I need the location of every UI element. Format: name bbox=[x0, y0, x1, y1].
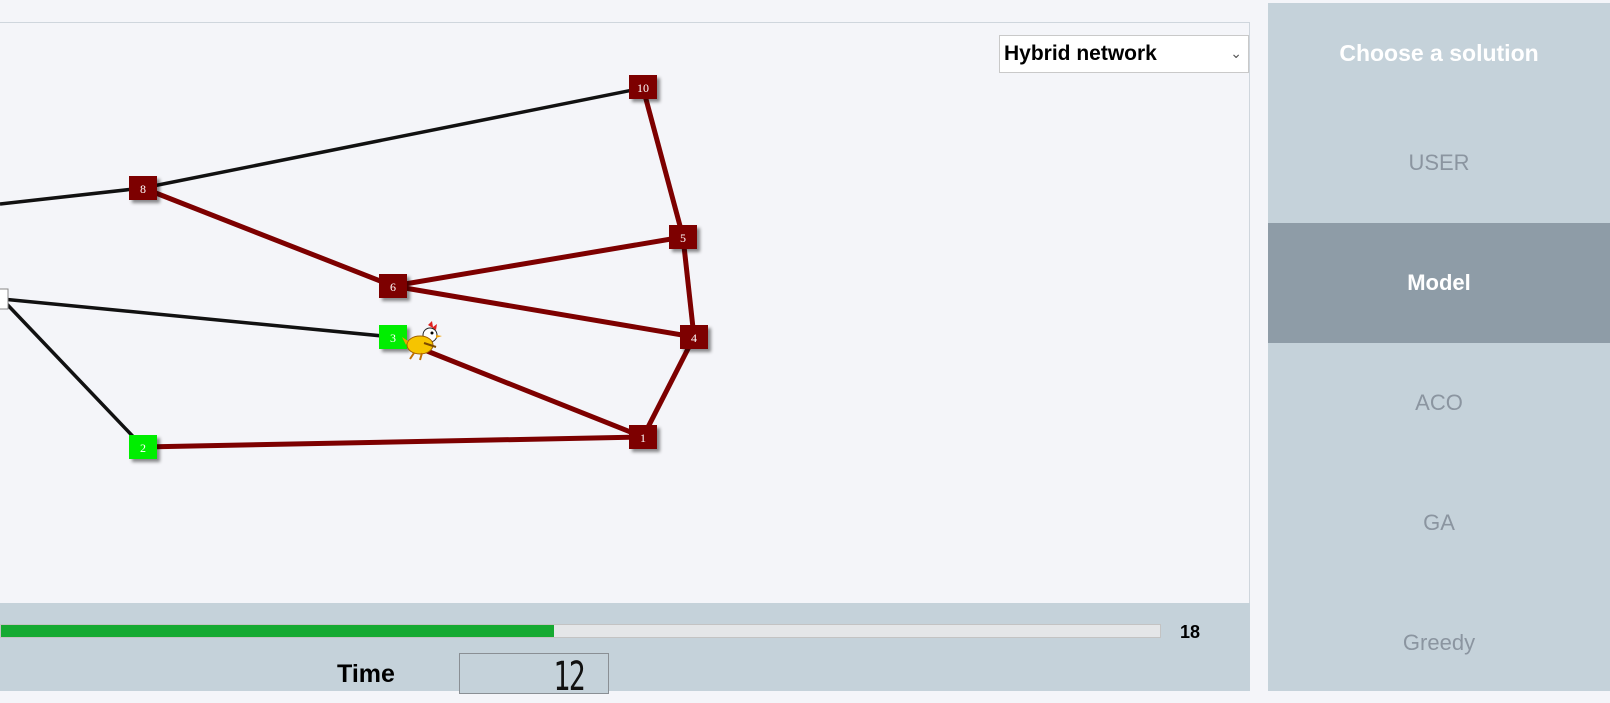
node-5[interactable]: 5 bbox=[669, 225, 697, 249]
edge-8-6 bbox=[142, 185, 394, 289]
sidebar-item-label: USER bbox=[1408, 150, 1470, 175]
node-6-label: 6 bbox=[390, 280, 396, 294]
sidebar-item-greedy[interactable]: Greedy bbox=[1268, 583, 1610, 703]
edge-3-1 bbox=[421, 346, 644, 440]
node-3[interactable]: 3 bbox=[379, 325, 407, 349]
network-graph: 10 8 5 6 3 4 1 2 bbox=[0, 75, 708, 459]
node-3-label: 3 bbox=[390, 331, 396, 345]
node-4-box bbox=[680, 325, 708, 349]
node-8[interactable]: 8 bbox=[129, 176, 157, 200]
node-10-label: 10 bbox=[637, 81, 649, 95]
node-4[interactable]: 4 bbox=[680, 325, 708, 349]
node-1-label: 1 bbox=[640, 431, 646, 445]
progress-count: 18 bbox=[1180, 622, 1201, 642]
edge-10-5 bbox=[640, 87, 686, 238]
edge-offscreen-8 bbox=[0, 186, 144, 206]
node-2-box bbox=[129, 435, 157, 459]
node-5-box bbox=[669, 225, 697, 249]
sidebar-item-label: ACO bbox=[1415, 390, 1463, 415]
edge-offscreen-3 bbox=[1, 297, 394, 339]
chicken-agent-icon bbox=[402, 321, 442, 361]
sidebar-item-label: Greedy bbox=[1402, 630, 1476, 655]
node-3-box bbox=[379, 325, 407, 349]
node-1-box bbox=[629, 425, 657, 449]
solution-sidebar: Choose a solution USER Model ACO GA Gree… bbox=[1268, 3, 1610, 691]
node-10[interactable]: 10 bbox=[629, 75, 657, 99]
edge-6-5 bbox=[392, 234, 684, 289]
node-8-label: 8 bbox=[140, 182, 146, 196]
network-type-value: Hybrid network bbox=[1004, 42, 1157, 65]
network-canvas[interactable]: 10 8 5 6 3 4 1 2 bbox=[0, 22, 1250, 604]
node-2[interactable]: 2 bbox=[129, 435, 157, 459]
node-5-label: 5 bbox=[680, 231, 686, 245]
sidebar-item-label: Model bbox=[1407, 270, 1471, 295]
edge-5-4 bbox=[680, 236, 697, 338]
sidebar-title: Choose a solution bbox=[1339, 39, 1539, 66]
progress-bar-fill bbox=[1, 625, 554, 637]
edge-2-1 bbox=[142, 434, 644, 450]
edge-8-10 bbox=[142, 86, 644, 190]
time-label: Time bbox=[337, 660, 395, 688]
node-4-label: 4 bbox=[691, 331, 697, 345]
time-value: 12 bbox=[553, 654, 585, 700]
sidebar-item-aco[interactable]: ACO bbox=[1268, 343, 1610, 463]
time-display: 12 bbox=[459, 653, 609, 700]
node-1[interactable]: 1 bbox=[629, 425, 657, 449]
edge-6-4 bbox=[392, 283, 695, 340]
bottom-panel: 18 Time 12 bbox=[0, 603, 1250, 700]
edge-offscreen-2 bbox=[0, 297, 145, 449]
node-6-box bbox=[379, 274, 407, 298]
sidebar-item-label: GA bbox=[1423, 510, 1455, 535]
node-offscreen[interactable] bbox=[0, 288, 9, 310]
node-8-box bbox=[129, 176, 157, 200]
sidebar-item-ga[interactable]: GA bbox=[1268, 463, 1610, 583]
progress-bar bbox=[0, 624, 1161, 638]
sidebar-item-model[interactable]: Model bbox=[1268, 223, 1610, 343]
node-10-box bbox=[629, 75, 657, 99]
node-6[interactable]: 6 bbox=[379, 274, 407, 298]
network-type-dropdown[interactable]: Hybrid network ⌄ bbox=[999, 35, 1249, 73]
chevron-down-icon: ⌄ bbox=[1230, 45, 1242, 61]
edge-4-1 bbox=[640, 335, 697, 439]
sidebar-item-user[interactable]: USER bbox=[1268, 103, 1610, 223]
node-2-label: 2 bbox=[140, 441, 146, 455]
